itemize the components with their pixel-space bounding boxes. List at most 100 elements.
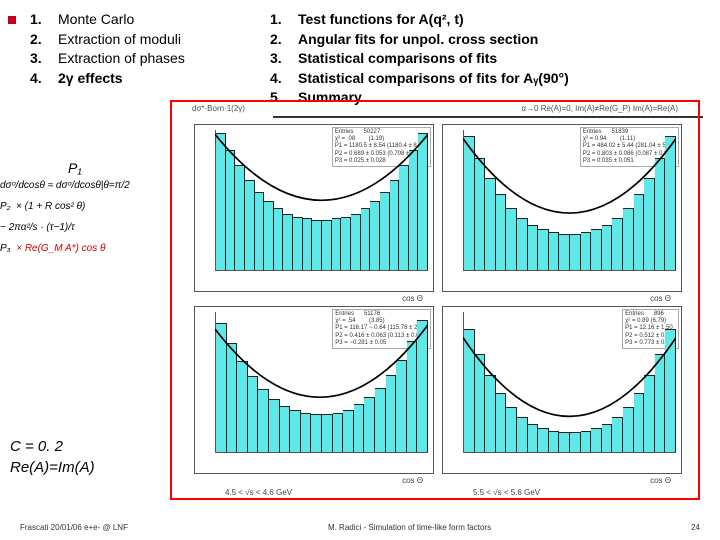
hist-bar	[409, 150, 419, 270]
hist-bar	[634, 194, 645, 270]
list-item: 2.Angular fits for unpol. cross section	[270, 30, 690, 50]
hist-bar	[290, 410, 301, 452]
chart-header-left: dσ*·Born·1(2γ)	[192, 104, 245, 113]
hist-bar	[216, 133, 226, 270]
hist-bar	[322, 414, 333, 452]
label-p3: P₃	[0, 243, 11, 254]
hist-bar	[351, 214, 361, 270]
hist-bar	[634, 393, 645, 452]
hist-bar	[399, 165, 409, 270]
hist-bar	[312, 220, 322, 270]
chart-header-right: α→0 Re(A)=0, Im(A)≠Re(G_P) Im(A)=Re(A)	[521, 104, 678, 113]
list-item: 1.Monte Carlo	[30, 10, 260, 30]
hist-bar	[528, 225, 539, 270]
hist-bar	[655, 354, 666, 452]
panel-range: 5.5 < √s < 5.6 GeV	[473, 488, 540, 497]
hist-bar	[380, 192, 390, 270]
hist-bar	[248, 376, 259, 452]
hist-bar	[612, 417, 623, 452]
panel-top-right: Entries 51839 χ² = 0.94 (1.11) P1 = 484.…	[442, 124, 682, 292]
hist-bar	[301, 413, 312, 452]
list-item: 4.Statistical comparisons of fits for Aᵧ…	[270, 69, 690, 89]
bottom-constants: C = 0. 2 Re(A)=Im(A)	[10, 434, 95, 480]
hist-bar	[396, 360, 407, 452]
x-axis-label: cos Θ	[402, 476, 423, 485]
hist-bar	[612, 218, 623, 270]
panel-top-left: Entries 50227 χ² = .08 (1.19) P1 = 1180.…	[194, 124, 434, 292]
hist-bar	[623, 407, 634, 452]
x-axis-label: cos Θ	[402, 294, 423, 303]
hist-bar	[322, 220, 332, 270]
hist-bar	[235, 165, 245, 270]
hist-bar	[361, 208, 371, 270]
list-item: 3.Statistical comparisons of fits	[270, 49, 690, 69]
panel-bottom-right: Entries 896 χ² = 0.89 (6.79) P1 = 12.16 …	[442, 306, 682, 474]
hist-bar	[655, 158, 666, 270]
histogram	[215, 312, 428, 453]
slide-bullet	[8, 16, 16, 24]
constant-rea: Re(A)=Im(A)	[10, 459, 95, 476]
chart-grid: dσ*·Born·1(2γ) α→0 Re(A)=0, Im(A)≠Re(G_P…	[170, 100, 700, 500]
list-item: 4.2γ effects	[30, 69, 260, 89]
hist-bar	[475, 158, 486, 270]
hist-bar	[506, 407, 517, 452]
hist-bar	[475, 354, 486, 452]
histogram	[463, 130, 676, 271]
hist-bar	[644, 178, 655, 270]
chart-header: dσ*·Born·1(2γ) α→0 Re(A)=0, Im(A)≠Re(G_P…	[192, 104, 678, 113]
hist-bar	[258, 389, 269, 452]
hist-bar	[354, 404, 365, 452]
hist-bar	[538, 428, 549, 452]
histogram	[463, 312, 676, 453]
hist-bar	[390, 180, 400, 270]
hist-bar	[591, 428, 602, 452]
footer-center: M. Radici - Simulation of time-like form…	[328, 523, 491, 532]
footer-right: 24	[691, 523, 700, 532]
hist-bar	[644, 375, 655, 452]
hist-bar	[237, 361, 248, 452]
hist-bar	[407, 341, 418, 452]
hist-bar	[227, 343, 238, 452]
hist-bar	[602, 424, 613, 452]
hist-bar	[464, 136, 475, 270]
hist-bar	[581, 431, 592, 452]
hist-bar	[264, 201, 274, 270]
formula-block: dσᵒ/dcosθ ≈ dσᵒ/dcosθ|θ=π/2 P₂ × (1 + R …	[0, 170, 175, 264]
footer-left: Frascati 20/01/06 e+e- @ LNF	[20, 523, 128, 532]
hist-bar	[517, 218, 528, 270]
hist-bar	[364, 397, 375, 452]
formula-line: P₃ × Re(G_M A*) cos θ	[0, 243, 175, 254]
hist-bar	[559, 432, 570, 452]
hist-bar	[549, 431, 560, 452]
hist-bar	[570, 234, 581, 270]
label-p2: P₂	[0, 201, 10, 212]
hist-bar	[255, 192, 265, 270]
hist-bar	[274, 208, 284, 270]
constant-c: C = 0. 2	[10, 438, 95, 455]
hist-bar	[283, 214, 293, 270]
hist-bar	[343, 410, 354, 452]
list-item: 3.Extraction of phases	[30, 49, 260, 69]
hist-bar	[591, 229, 602, 270]
hist-bar	[496, 393, 507, 452]
formula-line: − 2πα²/s · (τ−1)/τ	[0, 222, 175, 233]
hist-bar	[418, 133, 428, 270]
hist-bar	[333, 413, 344, 452]
slide-footer: Frascati 20/01/06 e+e- @ LNF M. Radici -…	[0, 523, 720, 532]
hist-bar	[528, 424, 539, 452]
hist-bar	[602, 225, 613, 270]
hist-bar	[549, 232, 560, 270]
left-list: 1.Monte Carlo 2.Extraction of moduli 3.E…	[30, 10, 260, 108]
hist-bar	[216, 323, 227, 452]
hist-bar	[386, 375, 397, 452]
hist-bar	[293, 217, 303, 270]
hist-bar	[538, 229, 549, 270]
hist-bar	[417, 320, 428, 452]
hist-bar	[311, 414, 322, 452]
top-lists: 1.Monte Carlo 2.Extraction of moduli 3.E…	[0, 0, 720, 113]
list-item: 1.Test functions for A(q², t)	[270, 10, 690, 30]
hist-bar	[559, 234, 570, 270]
hist-bar	[665, 136, 676, 270]
hist-bar	[269, 399, 280, 452]
hist-bar	[303, 218, 313, 270]
